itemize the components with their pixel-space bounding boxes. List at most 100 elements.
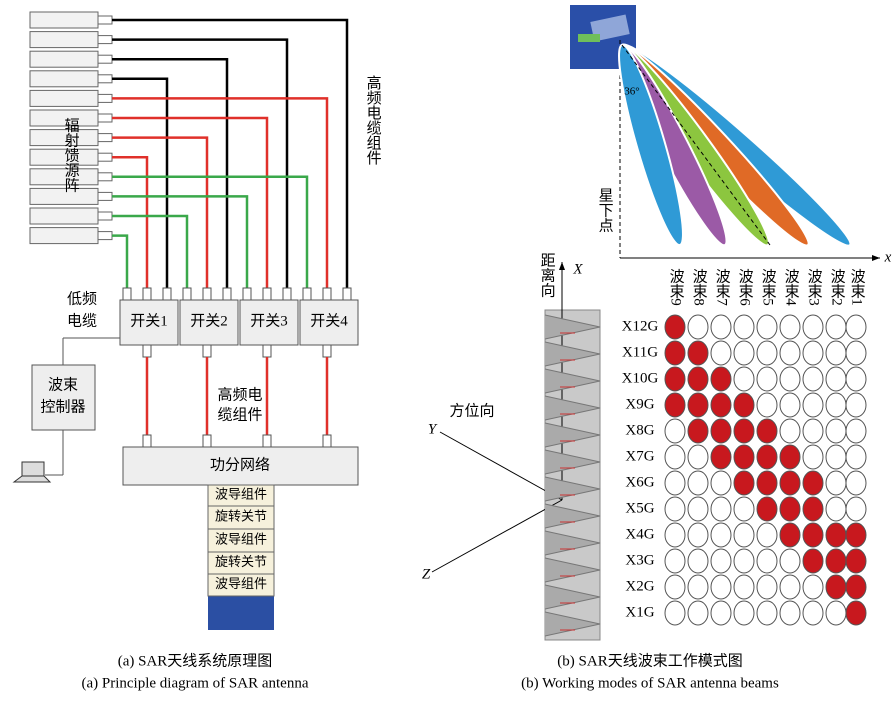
beam-cell [846, 367, 866, 391]
beam-cell [780, 471, 800, 495]
beam-cell [757, 575, 777, 599]
beam-cell [734, 575, 754, 599]
pin [323, 288, 331, 300]
switch-label: 开关4 [310, 312, 348, 329]
beam-cell [734, 497, 754, 521]
row-label: X2G [625, 578, 654, 594]
stack-label: 旋转关节 [215, 554, 267, 569]
connector [98, 114, 112, 122]
feed-array-label: 辐射馈源阵 [63, 118, 80, 193]
pin [243, 288, 251, 300]
controller-box [32, 365, 95, 430]
beam-cell [665, 523, 685, 547]
beam-cell [688, 497, 708, 521]
beam-cell [665, 315, 685, 339]
axis-label: X [572, 261, 583, 277]
feed-box [30, 90, 98, 106]
pin [143, 435, 151, 447]
pin [203, 345, 211, 357]
beam-cell [846, 315, 866, 339]
beam-cell [688, 471, 708, 495]
feed-box [30, 71, 98, 87]
beam-cell [846, 471, 866, 495]
beam-cell [734, 601, 754, 625]
beam-cell [846, 341, 866, 365]
beam-cell [803, 523, 823, 547]
connector [98, 134, 112, 142]
beam-cell [757, 601, 777, 625]
beam-cell [780, 419, 800, 443]
wire [112, 40, 287, 288]
beam-cell [711, 471, 731, 495]
laptop [14, 462, 50, 482]
beam-cell [734, 471, 754, 495]
beam-cell [688, 419, 708, 443]
beam-cell [734, 315, 754, 339]
azimuth-label: 方位向 [449, 402, 494, 419]
switch-label: 开关1 [130, 312, 168, 329]
switch-label: 开关3 [250, 312, 288, 329]
beam-cell [846, 445, 866, 469]
beam-cell [826, 575, 846, 599]
connector [98, 36, 112, 44]
beam-cell [688, 315, 708, 339]
beam-cell [826, 601, 846, 625]
caption: (a) SAR天线系统原理图 [118, 652, 273, 669]
beam-cell [826, 523, 846, 547]
beam-cell [757, 549, 777, 573]
beam-cell [711, 549, 731, 573]
caption: (b) SAR天线波束工作模式图 [557, 652, 742, 669]
beam-cell [780, 393, 800, 417]
beam-cell [803, 315, 823, 339]
beam-cell [688, 601, 708, 625]
beam-cell [711, 601, 731, 625]
beam-cell [826, 393, 846, 417]
beam-cell [757, 523, 777, 547]
row-label: X3G [625, 552, 654, 568]
pin [203, 435, 211, 447]
Y-axis [440, 432, 562, 500]
beam-cell [665, 419, 685, 443]
beam-cell [665, 497, 685, 521]
angle-label: 36° [624, 86, 639, 98]
stack-label: 旋转关节 [215, 508, 267, 523]
beam-label: 波束9 [668, 268, 685, 306]
beam-cell [665, 393, 685, 417]
beam-cell [803, 341, 823, 365]
feed-box [30, 51, 98, 67]
beam-cell [780, 549, 800, 573]
pin [203, 288, 211, 300]
beam-cell [665, 601, 685, 625]
beam-cell [711, 523, 731, 547]
beam-cell [665, 341, 685, 365]
pin [323, 435, 331, 447]
beam-cell [846, 523, 866, 547]
beam-cell [665, 549, 685, 573]
beam-cell [734, 549, 754, 573]
switch-label: 开关2 [190, 312, 228, 329]
cable-label: 高频电 [217, 386, 262, 403]
beam-cell [826, 445, 846, 469]
power-network-label: 功分网络 [210, 456, 270, 473]
lf-cable-label: 电缆 [67, 312, 97, 329]
connector [98, 173, 112, 181]
pin [183, 288, 191, 300]
row-label: X6G [625, 474, 654, 490]
range-label: 距离向 [539, 253, 556, 298]
row-label: X1G [625, 604, 654, 620]
wire [112, 59, 227, 288]
beam-cell [688, 523, 708, 547]
beam-cell [780, 497, 800, 521]
beam-cell [711, 341, 731, 365]
caption: (b) Working modes of SAR antenna beams [521, 675, 779, 691]
beam-cell [803, 419, 823, 443]
beam-cell [688, 341, 708, 365]
cable-label: 高频电缆组件 [365, 75, 382, 165]
feed-box [30, 32, 98, 48]
beam-cell [711, 445, 731, 469]
pin [263, 288, 271, 300]
nadir-label: 星下点 [597, 188, 614, 233]
connector [98, 212, 112, 220]
beam-cell [734, 445, 754, 469]
beam-cell [734, 367, 754, 391]
